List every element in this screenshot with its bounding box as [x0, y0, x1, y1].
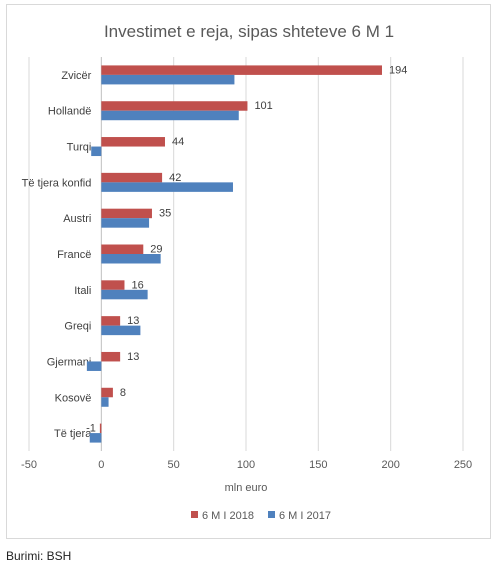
x-tick-label: 100: [237, 459, 255, 471]
legend-label-2017: 6 M I 2017: [279, 510, 331, 522]
x-axis-title: mln euro: [225, 482, 268, 494]
bar-2018: [101, 316, 121, 326]
category-label: Gjermani: [47, 356, 92, 368]
x-tick-label: 150: [309, 459, 327, 471]
x-tick-label: 250: [454, 459, 472, 471]
category-label: Greqi: [64, 321, 91, 333]
bar-2017: [86, 361, 102, 371]
category-label: Francë: [57, 249, 91, 261]
bar-2018: [101, 101, 248, 111]
bar-2017: [101, 325, 141, 336]
x-tick-label: 0: [98, 459, 104, 471]
x-tick-label: -50: [21, 459, 37, 471]
category-label: Itali: [74, 285, 91, 297]
bar-2017: [101, 397, 109, 407]
category-label: Austri: [63, 213, 91, 225]
data-label-2018: 8: [120, 387, 126, 399]
chart-title: Investimet e reja, sipas shteteve 6 M 1: [104, 22, 394, 41]
category-label: Hollandë: [48, 106, 91, 118]
source-note: Burimi: BSH: [6, 549, 72, 563]
bar-2018: [101, 280, 125, 290]
bar-2018: [99, 423, 102, 434]
x-tick-label: 200: [381, 459, 399, 471]
data-label-2018: 101: [254, 100, 272, 112]
bar-2017: [101, 110, 239, 121]
data-label-2018: 13: [127, 315, 139, 327]
bar-2018: [101, 65, 382, 75]
data-label-2018: 16: [131, 279, 143, 291]
data-label-2018: 44: [172, 136, 184, 148]
bar-2018: [101, 387, 113, 398]
legend-swatch-2017: [268, 511, 275, 518]
bar-2018: [101, 208, 152, 219]
data-label-2018: 194: [389, 64, 407, 76]
bar-2017: [101, 218, 150, 228]
bar-2018: [101, 137, 165, 147]
bar-2018: [101, 172, 163, 183]
data-label-2018: 29: [150, 244, 162, 256]
data-label-2018: 13: [127, 351, 139, 363]
category-label: Të tjera: [54, 428, 92, 440]
bar-2017: [101, 182, 233, 192]
bar-2017: [91, 146, 102, 157]
bar-2018: [101, 244, 144, 254]
category-label: Zvicër: [61, 70, 91, 82]
data-label-2018: 42: [169, 172, 181, 184]
legend-label-2018: 6 M I 2018: [202, 510, 254, 522]
bar-2017: [101, 254, 161, 264]
chart-frame: Investimet e reja, sipas shteteve 6 M 1 -…: [6, 4, 491, 539]
bar-2018: [101, 351, 121, 362]
category-label: Turqi: [67, 142, 92, 154]
data-label-2018: -1: [86, 423, 96, 435]
category-label: Të tjera konfid: [22, 177, 92, 189]
bar-2017: [89, 433, 102, 443]
bar-2017: [101, 74, 235, 85]
bar-2017: [101, 289, 148, 300]
legend-swatch-2018: [191, 511, 198, 518]
x-tick-label: 50: [168, 459, 180, 471]
category-label: Kosovë: [55, 392, 92, 404]
bar-chart: Investimet e reja, sipas shteteve 6 M 1 -…: [21, 22, 472, 522]
data-label-2018: 35: [159, 208, 171, 220]
